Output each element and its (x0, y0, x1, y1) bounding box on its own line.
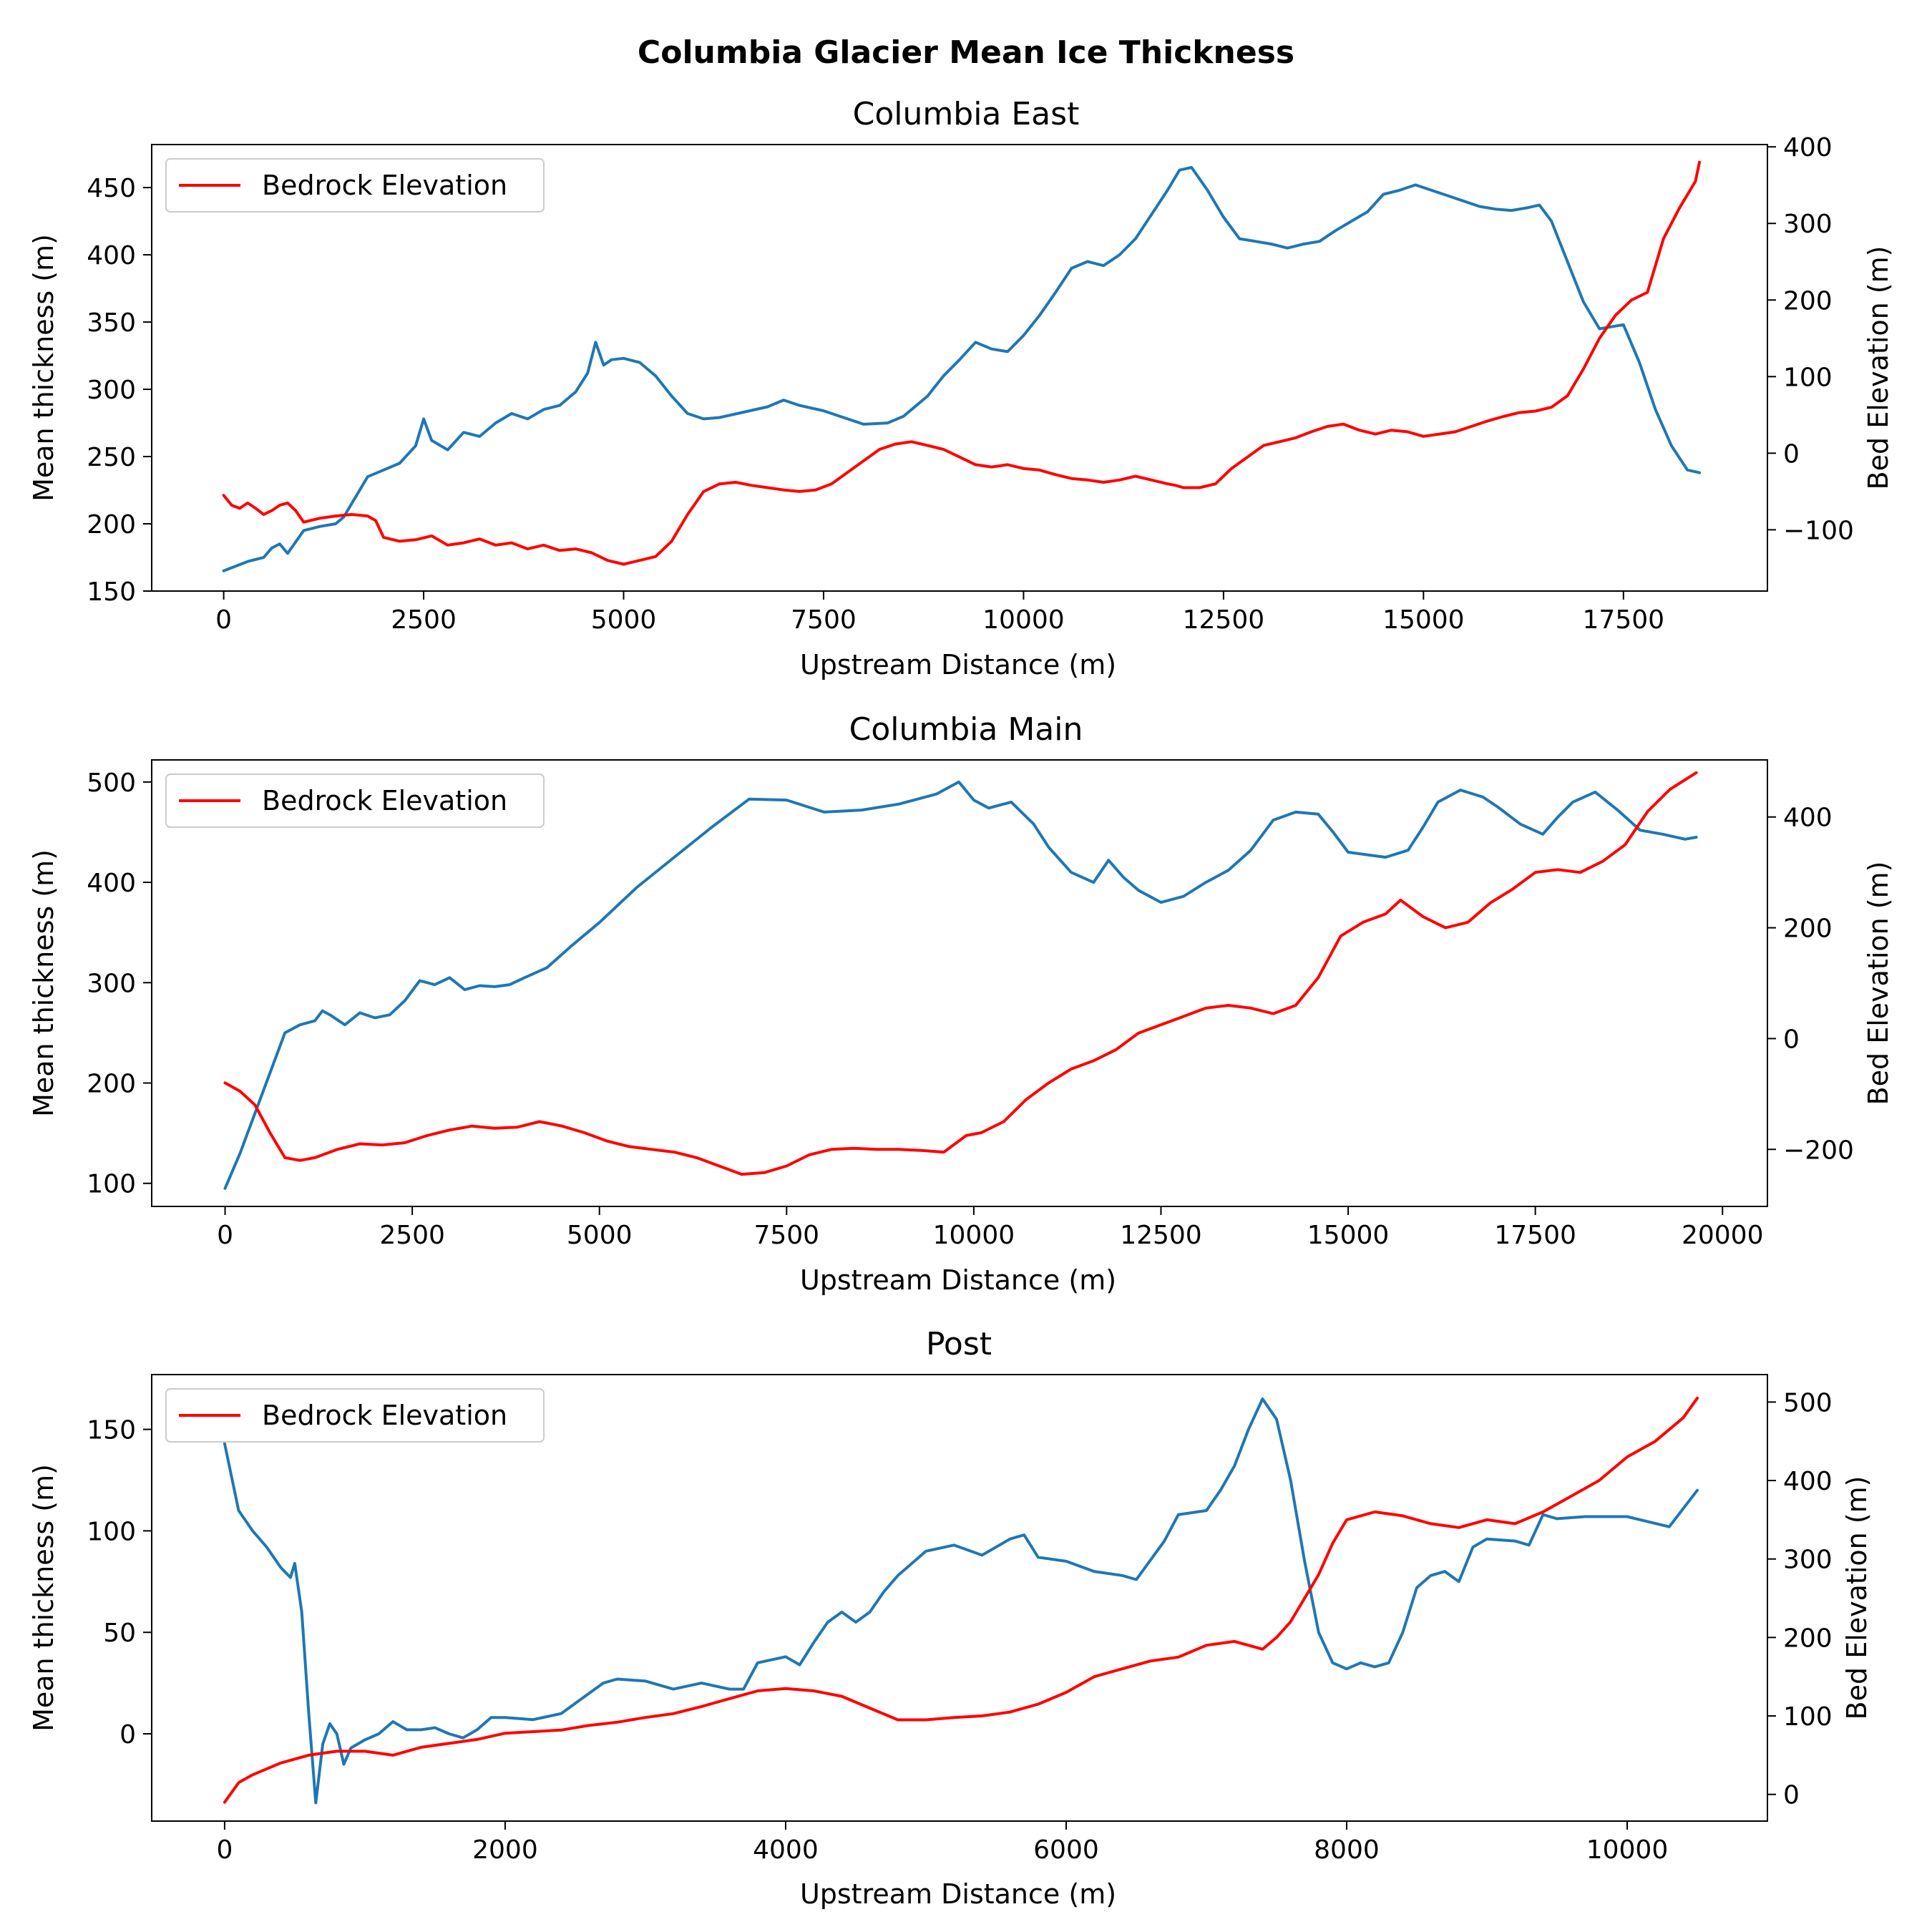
figure-title: Columbia Glacier Mean Ice Thickness (638, 34, 1294, 71)
y-tick-label: 500 (87, 769, 136, 798)
bedrock-elevation-line (223, 1396, 1699, 1804)
y-tick-label: 100 (87, 1517, 136, 1546)
x-tick-label: 8000 (1314, 1835, 1380, 1865)
mean-thickness-line (223, 1397, 1699, 1805)
legend-box (165, 1388, 545, 1443)
legend: Bedrock Elevation (165, 1388, 545, 1443)
x-tick-label: 20000 (1682, 1221, 1764, 1250)
mean-thickness-line (222, 166, 1701, 572)
y2-tick-label: 100 (1783, 363, 1833, 392)
bedrock-elevation-line (222, 160, 1701, 566)
panel-title: Columbia East (853, 96, 1080, 132)
y2-tick-label: 400 (1783, 1467, 1833, 1496)
x-axis-label: Upstream Distance (m) (800, 649, 1116, 680)
y2-tick-label: 500 (1783, 1388, 1833, 1418)
y2-tick-label: −200 (1783, 1136, 1854, 1165)
axes-frame (151, 759, 1768, 1207)
y-tick-label: 150 (87, 577, 136, 607)
panel-title: Post (926, 1326, 992, 1362)
plot-area: 0 2500 5000 7500 10000 12500 15000 175001502002… (87, 133, 1854, 635)
y2-tick-label: 400 (1783, 133, 1833, 162)
x-tick-label: 15000 (1382, 605, 1465, 635)
legend-box (165, 774, 545, 828)
y-tick-label: 100 (87, 1170, 136, 1199)
y-tick-label: 200 (87, 510, 136, 540)
legend-box (165, 158, 545, 213)
x-tick-label: 0 (215, 605, 232, 635)
x-tick-label: 15000 (1307, 1221, 1390, 1250)
y-axis-label: Mean thickness (m) (28, 1464, 59, 1732)
plot-area: 0 2000 4000 6000 8000 10000 0 50 100 150 0 100 200 30… (87, 1388, 1832, 1865)
x-tick-label: 2000 (472, 1835, 538, 1865)
y-tick-label: 200 (87, 1070, 136, 1099)
mean-thickness-line (223, 780, 1698, 1190)
x-tick-label: 2500 (391, 605, 457, 635)
panel-post: Post 0 2000 4000 6000 8000 10000 0 50 100 150 0 100… (28, 1326, 1873, 1910)
legend: Bedrock Elevation (165, 774, 545, 828)
y-tick-label: 50 (103, 1619, 136, 1648)
y2-tick-label: 400 (1783, 804, 1833, 833)
axes-frame (151, 144, 1768, 592)
x-tick-label: 0 (217, 1221, 233, 1250)
y2-tick-label: 100 (1783, 1702, 1833, 1732)
y-tick-label: 0 (119, 1720, 136, 1750)
x-tick-label: 2500 (379, 1221, 445, 1250)
y2-axis-label: Bed Elevation (m) (1863, 862, 1894, 1106)
y2-tick-label: −100 (1783, 516, 1854, 545)
x-tick-label: 12500 (1120, 1221, 1202, 1250)
x-tick-label: 10000 (933, 1221, 1015, 1250)
y-tick-label: 450 (87, 174, 136, 203)
y2-tick-label: 200 (1783, 914, 1833, 944)
x-tick-label: 7500 (753, 1221, 819, 1250)
x-tick-label: 0 (216, 1835, 233, 1865)
y-axis-label: Mean thickness (m) (28, 849, 59, 1117)
y2-tick-label: 0 (1783, 439, 1800, 469)
y2-tick-label: 200 (1783, 286, 1833, 316)
x-tick-label: 7500 (791, 605, 857, 635)
panel-columbia-main: Columbia Main 0 2500 5000 7500 10000 12500 150… (28, 711, 1894, 1296)
x-axis-label: Upstream Distance (m) (800, 1264, 1116, 1296)
y-axis-label: Mean thickness (m) (28, 234, 59, 502)
x-axis-label: Upstream Distance (m) (800, 1878, 1116, 1910)
y2-tick-label: 0 (1783, 1025, 1800, 1054)
y2-tick-label: 300 (1783, 1546, 1833, 1575)
y-tick-label: 150 (87, 1416, 136, 1445)
legend-label: Bedrock Elevation (262, 1400, 507, 1431)
y-tick-label: 400 (87, 869, 136, 898)
y-tick-label: 300 (87, 376, 136, 405)
x-tick-label: 17500 (1494, 1221, 1576, 1250)
x-tick-label: 4000 (753, 1835, 819, 1865)
x-tick-label: 5000 (591, 605, 657, 635)
x-tick-label: 10000 (1586, 1835, 1669, 1865)
y2-axis-label: Bed Elevation (m) (1863, 246, 1894, 490)
y-tick-label: 300 (87, 969, 136, 998)
x-tick-label: 5000 (567, 1221, 633, 1250)
y2-tick-label: 200 (1783, 1624, 1833, 1653)
y-tick-label: 250 (87, 443, 136, 472)
y2-axis-label: Bed Elevation (m) (1841, 1476, 1873, 1720)
axes-frame (151, 1374, 1768, 1822)
x-tick-label: 12500 (1183, 605, 1265, 635)
x-tick-label: 10000 (982, 605, 1065, 635)
x-tick-label: 6000 (1033, 1835, 1099, 1865)
y-tick-label: 350 (87, 308, 136, 338)
plot-area: 0 2500 5000 7500 10000 12500 15000 17500 2000010… (87, 769, 1854, 1250)
bedrock-elevation-line (223, 771, 1698, 1176)
y2-tick-label: 0 (1783, 1781, 1800, 1810)
panel-title: Columbia Main (849, 711, 1083, 748)
legend: Bedrock Elevation (165, 158, 545, 213)
panel-columbia-east: Columbia East 0 2500 5000 7500 10000 12500 150… (28, 96, 1894, 680)
y2-tick-label: 300 (1783, 210, 1833, 239)
legend-label: Bedrock Elevation (262, 170, 507, 201)
x-tick-label: 17500 (1583, 605, 1665, 635)
y-tick-label: 400 (87, 241, 136, 270)
legend-label: Bedrock Elevation (262, 785, 507, 816)
